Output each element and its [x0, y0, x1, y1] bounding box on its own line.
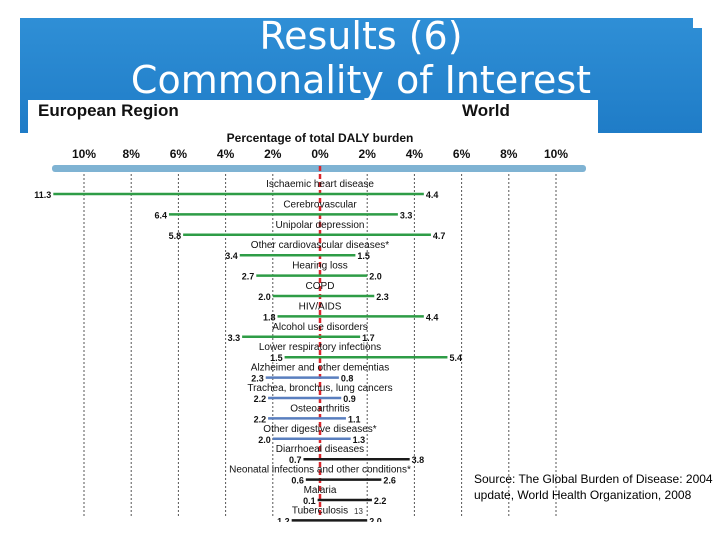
value-label-europe: 2.0: [258, 435, 271, 445]
left-panel-title: European Region: [38, 101, 179, 120]
value-label-europe: 6.4: [154, 210, 167, 220]
slide-title: Results (6) Commonality of Interest: [20, 14, 702, 102]
value-label-europe: 1.2: [277, 516, 290, 522]
category-label: Alcohol use disorders: [272, 322, 368, 333]
tick-label: 2%: [264, 147, 282, 161]
bars: [53, 192, 448, 522]
value-label-world: 1.1: [348, 414, 361, 424]
category-label: Alzheimer and other dementias: [251, 363, 389, 374]
value-label-europe: 2.2: [254, 394, 267, 404]
value-label-world: 0.8: [341, 374, 354, 384]
tick-label: 4%: [406, 147, 424, 161]
value-label-world: 1.5: [357, 251, 370, 261]
value-label-europe: 2.3: [251, 374, 264, 384]
value-label-world: 4.4: [426, 312, 439, 322]
tick-label: 0%: [311, 147, 329, 161]
value-label-europe: 0.6: [291, 476, 304, 486]
source-note: Source: The Global Burden of Disease: 20…: [474, 472, 713, 502]
daly-butterfly-chart: European Region World Percentage of tota…: [34, 101, 586, 526]
tick-label: 8%: [500, 147, 518, 161]
tick-label: 6%: [170, 147, 188, 161]
value-label-world: 2.6: [383, 476, 396, 486]
slide-title-line-1: Results (6): [259, 14, 463, 58]
value-label-world: 1.7: [362, 333, 375, 343]
slide-title-line-2: Commonality of Interest: [130, 58, 592, 102]
value-label-world: 2.0: [369, 516, 382, 522]
tick-label: 6%: [453, 147, 471, 161]
value-label-europe: 0.7: [289, 455, 302, 465]
category-label: Hearing loss: [292, 261, 348, 272]
tick-label: 8%: [123, 147, 141, 161]
value-label-world: 3.8: [412, 455, 425, 465]
category-label: HIV/AIDS: [299, 301, 342, 312]
category-label: Tuberculosis: [292, 505, 348, 516]
value-label-world: 2.0: [369, 272, 382, 282]
value-label-world: 4.7: [433, 231, 446, 241]
category-label: Other digestive diseases*: [263, 424, 377, 435]
tick-label: 10%: [544, 147, 568, 161]
value-label-world: 3.3: [400, 210, 413, 220]
value-label-europe: 2.0: [258, 292, 271, 302]
category-label: COPD: [306, 281, 335, 292]
category-label: Unipolar depression: [276, 220, 365, 231]
category-label: Trachea, bronchus, lung cancers: [247, 383, 392, 394]
axis-title: Percentage of total DALY burden: [227, 131, 414, 145]
value-label-world: 4.4: [426, 190, 439, 200]
value-label-europe: 3.4: [225, 251, 238, 261]
category-label: Ischaemic heart disease: [266, 179, 374, 190]
bar-labels: Ischaemic heart disease 11.3 4.4 Cerebrovas…: [34, 179, 462, 526]
daly-chart-figure: European Region World Percentage of tota…: [28, 100, 598, 526]
value-label-europe: 5.8: [169, 231, 182, 241]
tick-labels: 10% 8% 6% 4% 2% 0% 2% 4% 6% 8% 10%: [72, 147, 568, 161]
right-panel-title: World: [462, 101, 510, 120]
value-label-europe: 0.1: [303, 496, 316, 506]
category-label: Neonatal infections and other conditions…: [229, 465, 411, 476]
value-label-europe: 1.5: [270, 353, 283, 363]
value-label-world: 0.9: [343, 394, 356, 404]
value-label-world: 2.2: [374, 496, 387, 506]
tick-label: 10%: [72, 147, 96, 161]
value-label-europe: 2.2: [254, 414, 267, 424]
value-label-world: 2.3: [376, 292, 389, 302]
value-label-europe: 1.8: [263, 312, 276, 322]
grid-lines: [52, 165, 586, 516]
category-label: Malaria: [304, 485, 337, 496]
tick-label: 4%: [217, 147, 235, 161]
category-label: Lower respiratory infections: [259, 342, 381, 353]
value-label-europe: 3.3: [228, 333, 241, 343]
category-label: Diarrhoeal diseases: [276, 444, 364, 455]
value-label-europe: 11.3: [34, 190, 51, 200]
category-label: Other cardiovascular diseases*: [251, 240, 390, 251]
value-label-world: 1.3: [353, 435, 366, 445]
category-label: Cerebrovascular: [283, 199, 357, 210]
value-label-world: 5.4: [449, 353, 462, 363]
category-label: Osteoarthritis: [290, 403, 349, 414]
value-label-europe: 2.7: [242, 272, 255, 282]
tick-label: 2%: [359, 147, 377, 161]
page-number: 13: [354, 507, 363, 516]
